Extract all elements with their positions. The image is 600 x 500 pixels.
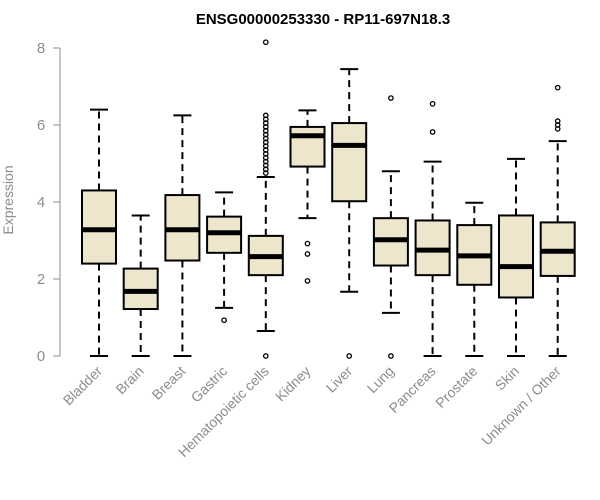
y-tick-label: 8 (37, 40, 45, 57)
chart-title: ENSG00000253330 - RP11-697N18.3 (196, 11, 450, 28)
x-tick-label: Skin (492, 363, 523, 394)
x-tick-label: Prostate (432, 363, 480, 411)
box-breast (164, 114, 201, 357)
x-tick-label: Unknown / Other (478, 363, 564, 449)
iqr-box (81, 189, 117, 265)
y-tick-label: 4 (37, 194, 45, 211)
x-tick-label: Brain (112, 363, 146, 397)
outlier-point (429, 129, 436, 135)
box-gastric (206, 191, 243, 324)
iqr-box (289, 125, 326, 168)
y-axis: 0 2 4 6 8 (37, 40, 61, 365)
box-liver (331, 68, 368, 359)
box-hematopoietic-cells (247, 39, 284, 359)
x-tick-label: Kidney (272, 363, 314, 405)
x-tick-label: Bladder (60, 363, 106, 409)
box-bladder (81, 108, 117, 357)
iqr-box (498, 214, 534, 299)
box-lung (372, 95, 409, 359)
outlier-point (554, 84, 561, 91)
outlier-point (388, 95, 394, 101)
outlier-point (388, 353, 394, 359)
box-brain (122, 214, 159, 357)
outlier-point (262, 353, 269, 359)
iqr-box (122, 267, 159, 311)
outlier-point (221, 317, 227, 324)
box-pancreas (414, 100, 451, 357)
outlier-point (304, 278, 311, 284)
x-tick-label: Liver (323, 363, 356, 396)
iqr-box (331, 122, 368, 203)
x-tick-label: Breast (149, 363, 189, 403)
y-axis-label: Expression (0, 165, 16, 234)
outlier-point (304, 240, 311, 247)
outlier-point (554, 118, 561, 125)
box-kidney (289, 109, 326, 284)
outlier-point (304, 251, 311, 257)
y-tick-label: 2 (37, 271, 45, 288)
box-skin (498, 157, 534, 357)
y-tick-label: 6 (37, 117, 45, 134)
y-tick-label: 0 (37, 348, 45, 365)
outlier-point (346, 353, 353, 359)
x-tick-label: Lung (364, 363, 397, 396)
boxes (81, 39, 576, 359)
box-prostate (456, 201, 493, 357)
outlier-point (429, 100, 436, 107)
outlier-point (262, 39, 269, 46)
box-unknown-other (539, 84, 576, 357)
outlier-point (262, 112, 269, 119)
